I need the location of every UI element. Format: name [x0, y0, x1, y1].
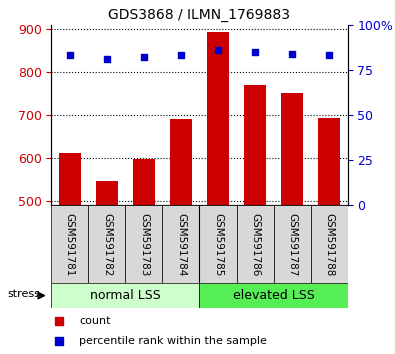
Text: GSM591784: GSM591784 [176, 212, 186, 276]
Bar [96, 181, 118, 205]
Bar [133, 159, 155, 205]
Text: GSM591788: GSM591788 [324, 212, 334, 276]
Bar [51, 283, 199, 308]
Bar [281, 93, 303, 205]
Bar [170, 119, 192, 205]
Point [56, 338, 62, 344]
Text: normal LSS: normal LSS [90, 289, 161, 302]
Bar [244, 85, 266, 205]
Point [252, 49, 258, 55]
Text: GSM591783: GSM591783 [139, 212, 149, 276]
Bar [126, 205, 162, 283]
Bar [162, 205, 199, 283]
Bar [274, 205, 310, 283]
Point [141, 55, 147, 60]
Bar [318, 119, 340, 205]
Point [67, 53, 73, 58]
Text: percentile rank within the sample: percentile rank within the sample [79, 336, 267, 346]
Bar [237, 205, 274, 283]
Point [215, 47, 221, 53]
Point [289, 51, 295, 57]
Text: stress: stress [8, 289, 41, 299]
Bar [88, 205, 126, 283]
Point [178, 53, 184, 58]
Text: GSM591787: GSM591787 [287, 212, 297, 276]
Bar [199, 283, 348, 308]
Point [56, 318, 62, 324]
Point [326, 53, 332, 58]
Text: GSM591786: GSM591786 [250, 212, 260, 276]
Bar [310, 205, 348, 283]
Text: GSM591785: GSM591785 [213, 212, 223, 276]
Bar [51, 205, 88, 283]
Text: elevated LSS: elevated LSS [233, 289, 314, 302]
Bar [207, 32, 229, 205]
Title: GDS3868 / ILMN_1769883: GDS3868 / ILMN_1769883 [109, 8, 290, 22]
Text: GSM591781: GSM591781 [65, 212, 75, 276]
Bar [59, 153, 81, 205]
Text: GSM591782: GSM591782 [102, 212, 112, 276]
Point [104, 56, 110, 62]
Bar [199, 205, 237, 283]
Text: count: count [79, 316, 111, 326]
